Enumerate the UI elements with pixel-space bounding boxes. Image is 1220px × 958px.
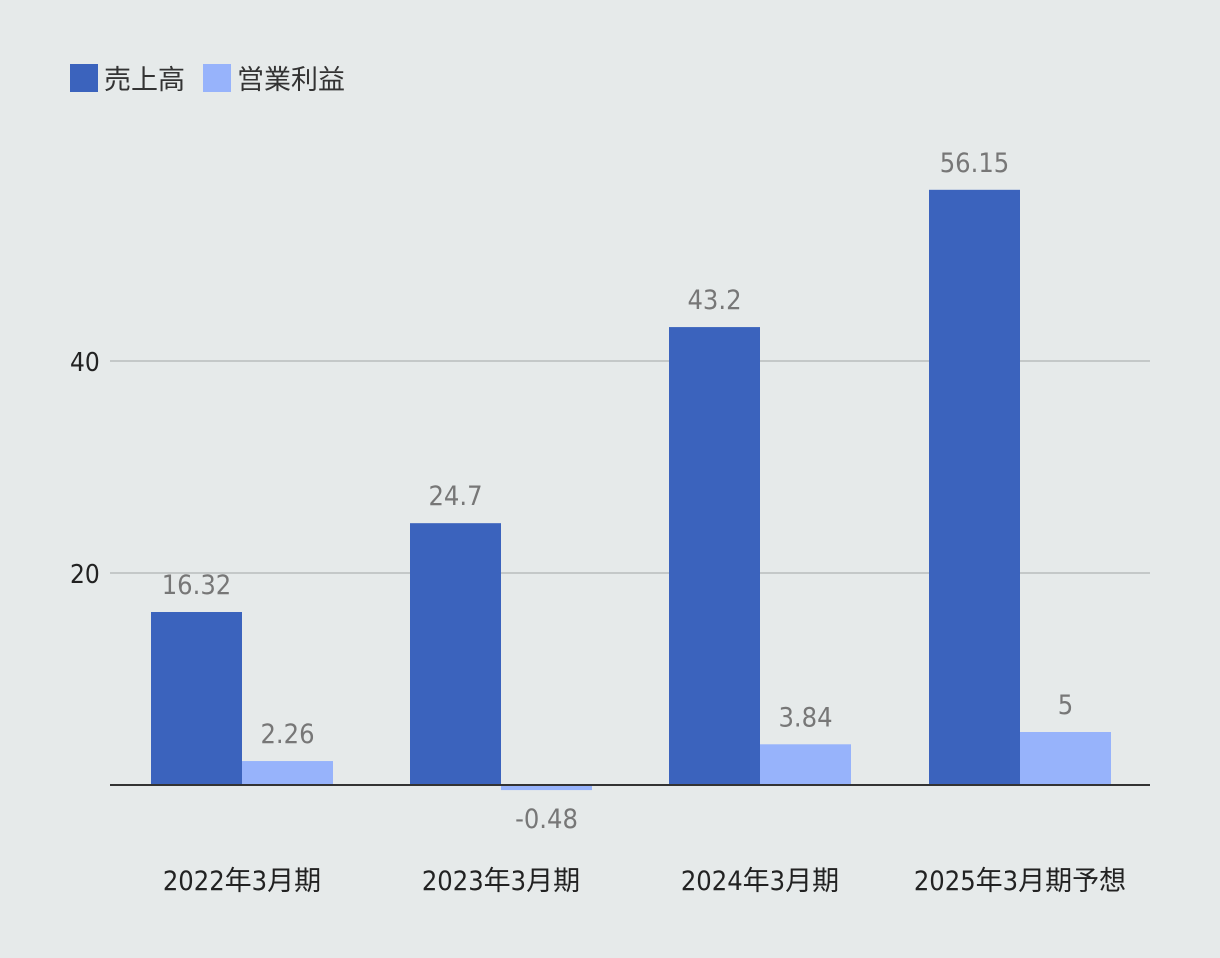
x-tick-label: 2025年3月期予想 bbox=[914, 866, 1126, 897]
data-label: 5 bbox=[1058, 690, 1073, 721]
legend-label-operating-profit: 営業利益 bbox=[237, 65, 345, 96]
data-label: 43.2 bbox=[687, 285, 741, 316]
y-tick-label: 40 bbox=[70, 348, 100, 378]
data-label: -0.48 bbox=[515, 804, 578, 835]
data-label: 2.26 bbox=[260, 719, 314, 750]
data-label: 56.15 bbox=[940, 148, 1010, 179]
legend-swatch-sales bbox=[70, 63, 98, 92]
legend-label-sales: 売上高 bbox=[104, 65, 185, 96]
bar-sales bbox=[410, 523, 501, 785]
bar-operating-profit bbox=[501, 785, 592, 791]
bar-sales bbox=[669, 327, 760, 785]
legend-item-sales: 売上高 bbox=[70, 58, 185, 97]
bar-operating-profit bbox=[1020, 732, 1111, 785]
x-tick-label: 2023年3月期 bbox=[422, 866, 580, 897]
y-tick-label: 20 bbox=[70, 560, 100, 590]
bar-operating-profit bbox=[760, 744, 851, 785]
data-label: 16.32 bbox=[162, 570, 232, 601]
bar-sales bbox=[929, 189, 1020, 785]
bar-sales bbox=[151, 612, 242, 785]
legend-swatch-operating-profit bbox=[203, 63, 231, 92]
legend-item-operating-profit: 営業利益 bbox=[203, 58, 345, 97]
bar-operating-profit bbox=[242, 761, 333, 785]
data-label: 24.7 bbox=[428, 481, 482, 512]
legend: 売上高 営業利益 bbox=[70, 58, 345, 97]
x-tick-label: 2022年3月期 bbox=[163, 866, 321, 897]
data-label: 3.84 bbox=[778, 702, 832, 733]
x-tick-label: 2024年3月期 bbox=[681, 866, 839, 897]
